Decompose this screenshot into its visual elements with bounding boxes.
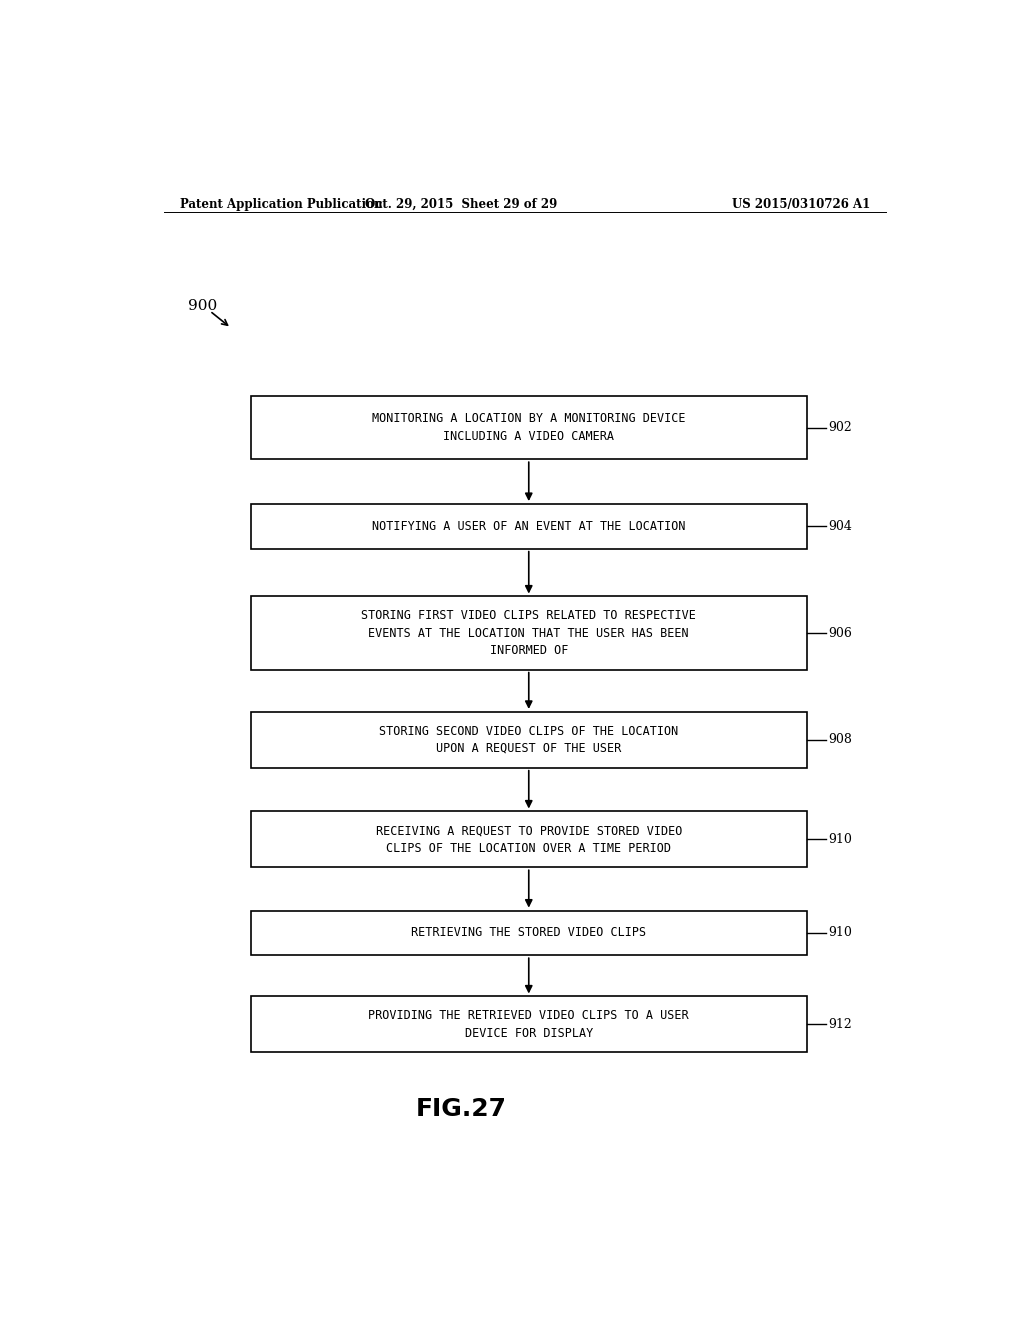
Bar — [251, 711, 807, 768]
Text: 902: 902 — [828, 421, 853, 434]
Bar — [251, 504, 807, 549]
Text: FIG.27: FIG.27 — [416, 1097, 507, 1121]
Text: STORING SECOND VIDEO CLIPS OF THE LOCATION
UPON A REQUEST OF THE USER: STORING SECOND VIDEO CLIPS OF THE LOCATI… — [379, 725, 678, 755]
Bar — [251, 997, 807, 1052]
Bar — [251, 396, 807, 459]
Text: STORING FIRST VIDEO CLIPS RELATED TO RESPECTIVE
EVENTS AT THE LOCATION THAT THE : STORING FIRST VIDEO CLIPS RELATED TO RES… — [361, 609, 696, 657]
Text: 908: 908 — [828, 734, 853, 746]
Bar — [251, 911, 807, 956]
Text: MONITORING A LOCATION BY A MONITORING DEVICE
INCLUDING A VIDEO CAMERA: MONITORING A LOCATION BY A MONITORING DE… — [372, 412, 685, 444]
Text: US 2015/0310726 A1: US 2015/0310726 A1 — [732, 198, 870, 211]
Text: 910: 910 — [828, 833, 853, 846]
Bar — [251, 597, 807, 669]
Text: Oct. 29, 2015  Sheet 29 of 29: Oct. 29, 2015 Sheet 29 of 29 — [366, 198, 557, 211]
Text: 910: 910 — [828, 927, 853, 940]
Bar — [251, 812, 807, 867]
Text: Patent Application Publication: Patent Application Publication — [179, 198, 382, 211]
Text: 900: 900 — [187, 298, 217, 313]
Text: PROVIDING THE RETRIEVED VIDEO CLIPS TO A USER
DEVICE FOR DISPLAY: PROVIDING THE RETRIEVED VIDEO CLIPS TO A… — [369, 1008, 689, 1040]
Text: NOTIFYING A USER OF AN EVENT AT THE LOCATION: NOTIFYING A USER OF AN EVENT AT THE LOCA… — [372, 520, 685, 533]
Text: RETRIEVING THE STORED VIDEO CLIPS: RETRIEVING THE STORED VIDEO CLIPS — [412, 927, 646, 940]
Text: 906: 906 — [828, 627, 853, 640]
Text: 904: 904 — [828, 520, 853, 533]
Text: RECEIVING A REQUEST TO PROVIDE STORED VIDEO
CLIPS OF THE LOCATION OVER A TIME PE: RECEIVING A REQUEST TO PROVIDE STORED VI… — [376, 824, 682, 854]
Text: 912: 912 — [828, 1018, 853, 1031]
